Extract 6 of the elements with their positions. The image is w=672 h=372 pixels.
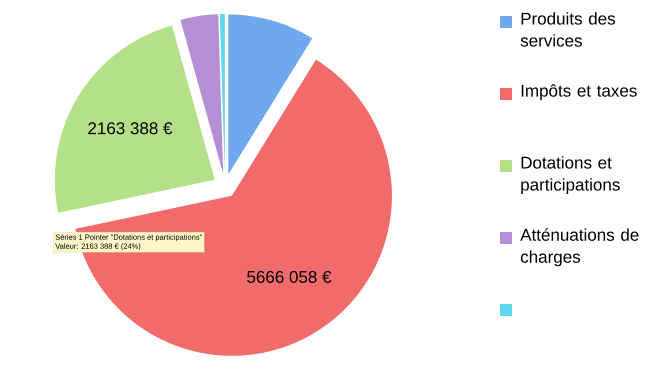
- legend-label: Atténuations de charges: [520, 228, 639, 266]
- data-label: 2163 388 €: [88, 122, 172, 134]
- data-label: 5666 058 €: [247, 270, 332, 283]
- legend-label: Impôts et taxes: [522, 84, 637, 100]
- legend-label: Produits des services: [520, 12, 616, 47]
- legend-label: Dotations et participations: [521, 156, 620, 194]
